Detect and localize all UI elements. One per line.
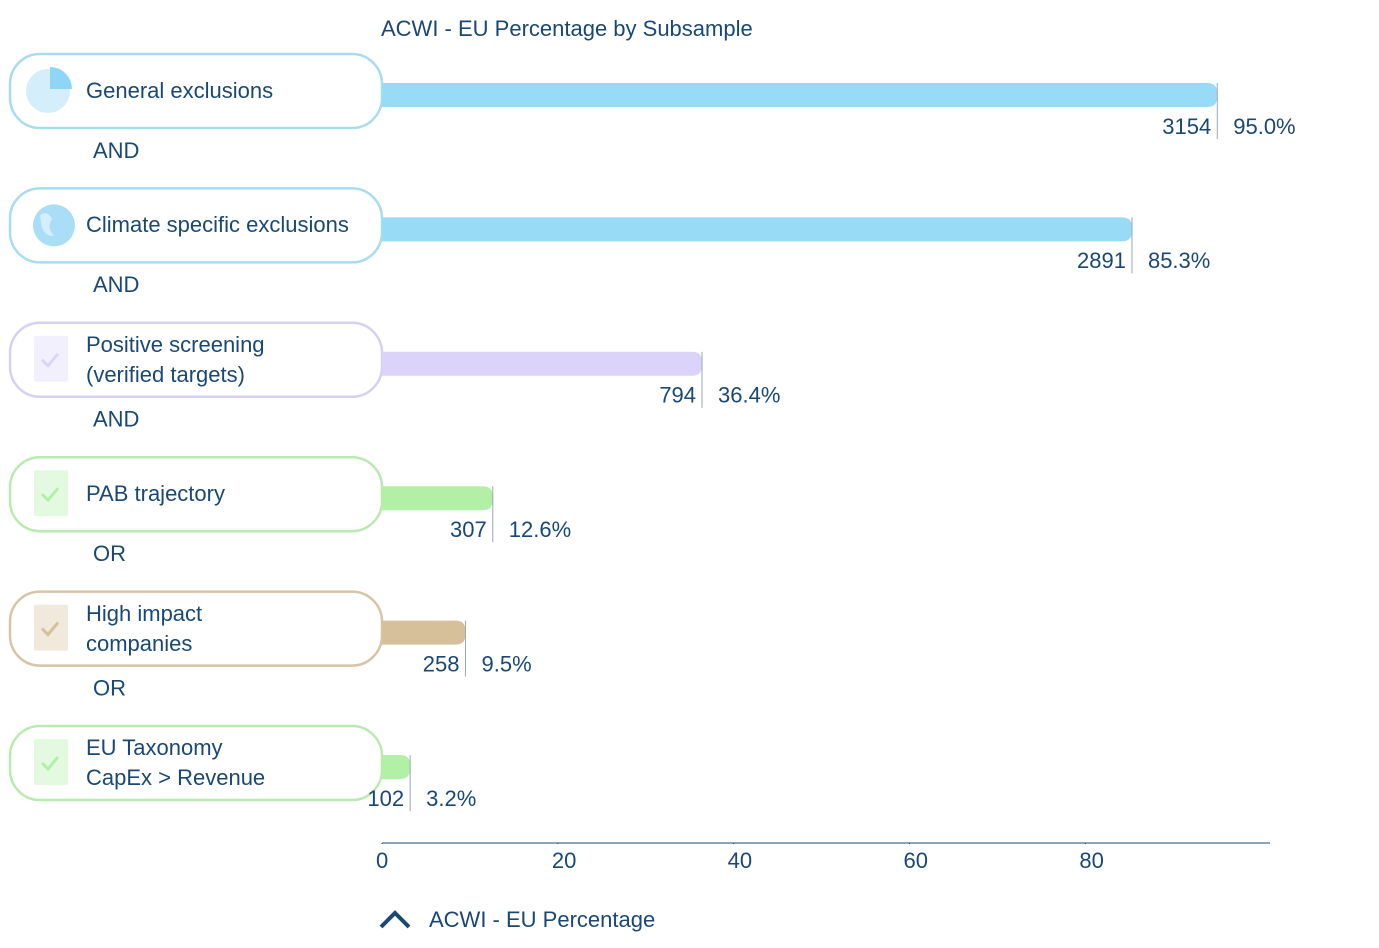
bar: [382, 83, 1218, 107]
x-tick-label: 40: [728, 848, 752, 873]
value-label: 85.3%: [1148, 248, 1210, 273]
x-tick-label: 0: [376, 848, 388, 873]
legend-label: ACWI - EU Percentage: [429, 907, 655, 932]
card-icon: [34, 470, 68, 517]
count-label: 307: [450, 517, 487, 542]
category-label: High impact companies: [86, 600, 203, 656]
card-icon: [34, 604, 68, 651]
card-icon: [34, 335, 68, 382]
count-label: 2891: [1077, 248, 1126, 273]
card-icon: [26, 67, 72, 113]
connector-label: AND: [93, 138, 139, 163]
category-label: Positive screening (verified targets): [86, 331, 265, 387]
connector-label: OR: [93, 675, 126, 700]
bar: [382, 620, 466, 645]
category-label: General exclusions: [86, 78, 274, 103]
bar: [382, 217, 1132, 242]
connector-label: AND: [93, 272, 139, 297]
value-label: 36.4%: [718, 383, 780, 408]
connector-label: AND: [93, 407, 139, 432]
value-label: 3.2%: [426, 786, 476, 811]
count-label: 3154: [1162, 114, 1211, 139]
x-tick-label: 20: [552, 848, 576, 873]
x-tick-label: 60: [904, 848, 928, 873]
bar: [382, 486, 493, 511]
category-label: Climate specific exclusions: [86, 212, 349, 238]
bar: [382, 755, 411, 779]
card-icon: [34, 739, 68, 785]
bar: [382, 351, 703, 376]
count-label: 258: [423, 651, 460, 676]
legend-symbol: [379, 910, 411, 929]
value-label: 9.5%: [482, 651, 532, 676]
connector-label: OR: [93, 541, 126, 566]
category-label: EU Taxonomy CapEx > Revenue: [86, 735, 266, 790]
category-label: PAB trajectory: [86, 481, 225, 507]
value-label: 95.0%: [1233, 114, 1295, 139]
count-label: 102: [367, 786, 404, 811]
x-tick-label: 80: [1079, 848, 1103, 873]
count-label: 794: [659, 383, 696, 408]
chart-title: ACWI - EU Percentage by Subsample: [381, 16, 753, 41]
card-icon: [33, 204, 75, 247]
value-label: 12.6%: [509, 517, 571, 542]
